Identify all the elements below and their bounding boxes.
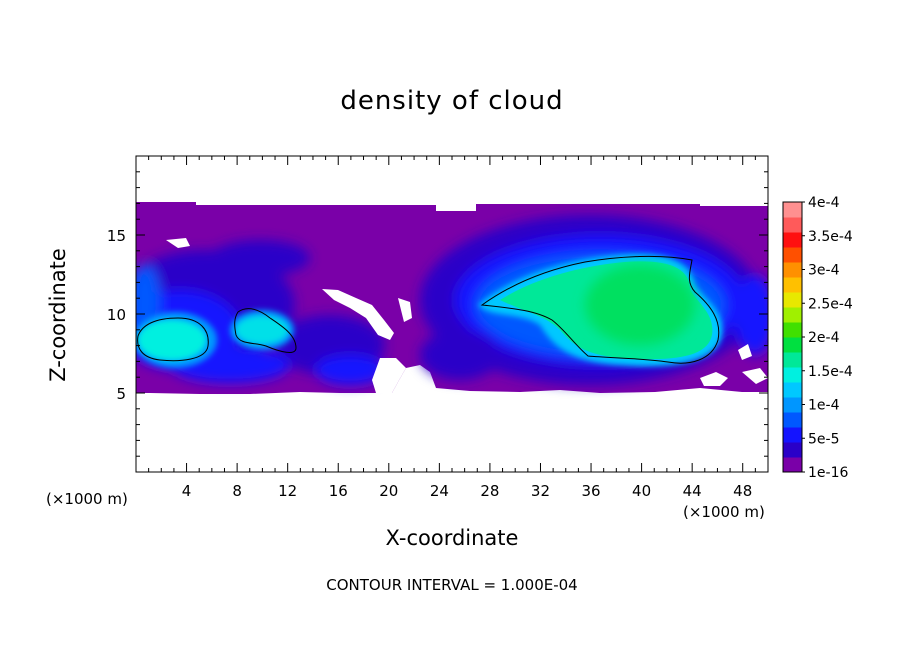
x-tick-label: 36 <box>581 482 600 500</box>
colorbar-swatch <box>783 337 802 353</box>
hole-base <box>372 358 406 393</box>
x-tick-label: 48 <box>733 482 752 500</box>
hole-lower-right <box>700 372 728 386</box>
colorbar-swatch <box>783 457 802 473</box>
colorbar-swatch <box>783 262 802 278</box>
hole-top-left <box>166 238 190 248</box>
colorbar-label: 1e-4 <box>808 398 840 414</box>
contour-interval-note: CONTOUR INTERVAL = 1.000E-04 <box>326 576 578 594</box>
hole-edge-small <box>738 344 752 360</box>
y-tick-label: 5 <box>116 385 126 403</box>
band-left-upper <box>210 240 310 276</box>
colorbar-label: 5e-5 <box>808 431 839 447</box>
y-axis-label: Z-coordinate <box>46 248 70 382</box>
core-mid-cyan <box>236 316 288 344</box>
colorbar-label: 3.5e-4 <box>808 229 853 245</box>
colorbar-label: 2.5e-4 <box>808 296 853 312</box>
x-tick-label: 8 <box>232 482 242 500</box>
x-unit-label-right: (×1000 m) <box>683 503 765 521</box>
x-tick-label: 32 <box>531 482 550 500</box>
y-tick-label: 15 <box>107 227 126 245</box>
colorbar-swatch <box>783 202 802 218</box>
x-unit-label-left: (×1000 m) <box>46 490 128 508</box>
core-right-brightest <box>585 265 695 345</box>
colorbar-swatch <box>783 217 802 233</box>
band-center-low <box>315 355 385 385</box>
x-tick-label: 16 <box>329 482 348 500</box>
colorbar-swatch <box>783 247 802 263</box>
x-tick-label: 28 <box>480 482 499 500</box>
colorbar-swatch <box>783 397 802 413</box>
colorbar-label: 3e-4 <box>808 263 840 279</box>
colorbar-swatch <box>783 232 802 248</box>
colorbar-swatch <box>783 442 802 458</box>
axis-ticks <box>136 156 768 472</box>
colorbar-swatch <box>783 382 802 398</box>
hole-center <box>322 289 394 340</box>
cloud-density-field <box>136 202 768 394</box>
x-tick-label: 24 <box>430 482 449 500</box>
x-tick-label: 20 <box>379 482 398 500</box>
colorbar-label: 2e-4 <box>808 330 840 346</box>
x-tick-label: 44 <box>683 482 702 500</box>
colorbar-swatch <box>783 412 802 428</box>
clear-air-holes <box>166 238 768 393</box>
y-tick-labels: 5 10 15 <box>107 227 126 403</box>
x-tick-label: 4 <box>182 482 192 500</box>
core-left-cyan <box>138 320 206 360</box>
contour-left <box>137 317 209 362</box>
x-tick-label: 40 <box>632 482 651 500</box>
contour-mid <box>234 308 297 353</box>
chart-title: density of cloud <box>340 86 564 116</box>
colorbar-swatch <box>783 307 802 323</box>
colorbar-label: 1e-16 <box>808 465 848 481</box>
colorbar-labels: 1e-16 5e-5 1e-4 1.5e-4 2e-4 2.5e-4 3e-4 3.5e-4 4… <box>808 195 853 481</box>
colorbar-label: 1.5e-4 <box>808 364 853 380</box>
colorbar-label: 4e-4 <box>808 195 840 211</box>
x-tick-labels: 4 8 12 16 20 24 28 32 36 40 44 48 <box>182 482 752 500</box>
y-tick-label: 10 <box>107 306 126 324</box>
colorbar-swatch <box>783 352 802 368</box>
colorbar-swatch <box>783 277 802 293</box>
contour-right <box>480 255 720 364</box>
hole-right-edge <box>742 368 768 384</box>
x-tick-label: 12 <box>278 482 297 500</box>
band-mid-low <box>420 330 500 380</box>
colorbar-swatch <box>783 322 802 338</box>
band-edge-right <box>735 275 768 355</box>
contour-lines <box>137 255 720 364</box>
hole-small <box>398 298 412 322</box>
colorbar <box>782 201 805 473</box>
colorbar-swatch <box>783 367 802 383</box>
x-axis-label: X-coordinate <box>385 526 519 550</box>
colorbar-swatch <box>783 292 802 308</box>
colorbar-swatch <box>783 427 802 443</box>
